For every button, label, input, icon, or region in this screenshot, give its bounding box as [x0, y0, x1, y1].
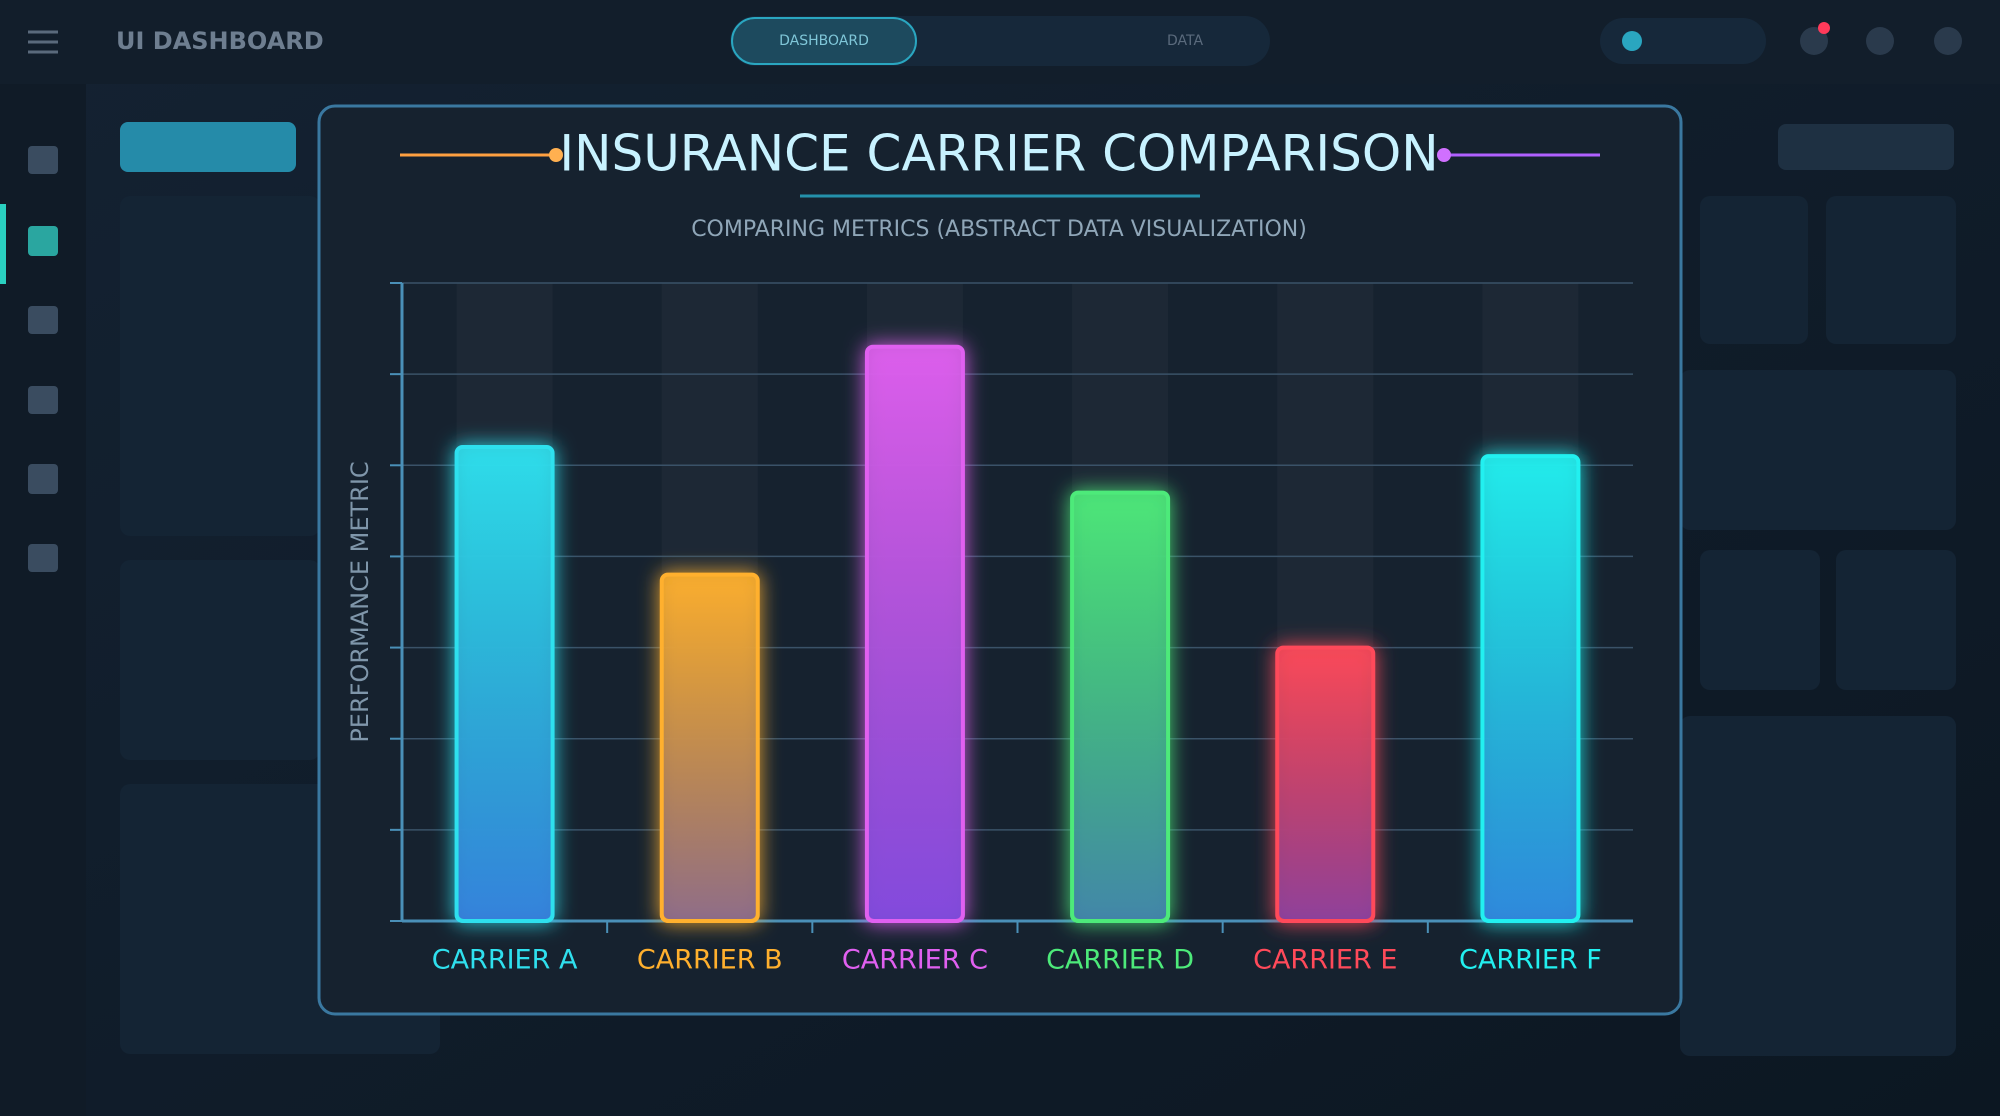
side-card [1680, 370, 1956, 530]
tab-label[interactable]: DASHBOARD [779, 33, 869, 49]
bar-shade [1074, 494, 1167, 919]
side-card [120, 560, 320, 760]
sidebar-active [0, 204, 6, 284]
side-card [1836, 550, 1956, 690]
chart-title: INSURANCE CARRIER COMPARISON [559, 125, 1438, 183]
x-tick-label: CARRIER A [432, 945, 578, 976]
side-card [120, 196, 320, 536]
user-pill[interactable] [1600, 18, 1766, 64]
x-tick-label: CARRIER E [1253, 945, 1397, 976]
title-accent [1437, 148, 1451, 162]
y-axis-label: PERFORMANCE METRIC [346, 461, 374, 742]
x-tick-label: CARRIER D [1046, 945, 1194, 976]
bell-icon[interactable] [1800, 27, 1828, 55]
x-tick-label: CARRIER C [842, 945, 988, 976]
bar-shade [1279, 649, 1372, 919]
app-title: UI DASHBOARD [116, 27, 324, 55]
bar-shade [458, 449, 551, 919]
x-tick-label: CARRIER F [1459, 945, 1602, 976]
notification-dot [1818, 22, 1830, 34]
status-dot [1622, 31, 1642, 51]
bar-shade [868, 348, 961, 919]
title-accent [549, 148, 563, 162]
tab-active[interactable] [731, 17, 917, 65]
x-tick-label: CARRIER B [637, 945, 783, 976]
settings-icon[interactable] [1866, 27, 1894, 55]
logout-icon[interactable] [1934, 27, 1962, 55]
bar-shade [1484, 458, 1577, 919]
side-card [1700, 550, 1820, 690]
tab-label[interactable]: DATA [1167, 33, 1203, 49]
menu-icon[interactable] [28, 30, 58, 54]
sidebar-icons[interactable] [28, 146, 58, 572]
side-card [1826, 196, 1956, 344]
start-button[interactable] [120, 122, 296, 172]
stats-button[interactable] [1778, 124, 1954, 170]
bar-shade [663, 576, 756, 919]
side-card [1700, 196, 1808, 344]
chart-subtitle: COMPARING METRICS (ABSTRACT DATA VISUALI… [691, 217, 1307, 242]
side-card [1680, 716, 1956, 1056]
